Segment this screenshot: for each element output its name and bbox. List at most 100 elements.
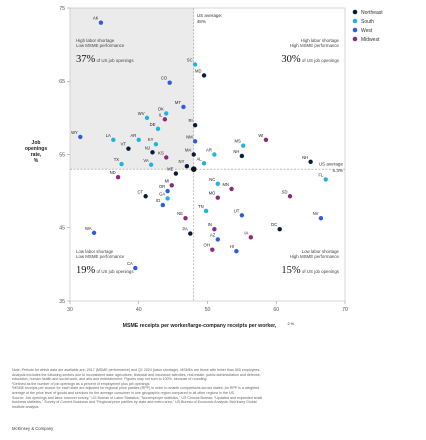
data-point xyxy=(324,177,328,181)
data-point xyxy=(145,116,149,120)
data-point-label: AK xyxy=(93,16,99,21)
data-point xyxy=(319,216,323,220)
quadrant-share-pct: 37% xyxy=(76,54,96,65)
legend-marker-south xyxy=(353,19,358,24)
data-point xyxy=(240,213,244,217)
data-point-label: CO xyxy=(161,76,168,81)
x-axis-label-sup: 2 % xyxy=(288,322,295,326)
data-point-label: SC xyxy=(187,57,193,62)
data-point-label: WI xyxy=(258,133,263,138)
data-point-label: NC xyxy=(209,177,215,182)
data-point-label: HI xyxy=(230,244,234,249)
data-point-label: WY xyxy=(71,130,78,135)
data-point xyxy=(204,209,208,213)
data-point xyxy=(288,194,292,198)
brand-label: McKinsey & Company xyxy=(12,426,53,431)
data-point xyxy=(212,152,216,156)
data-point-label: CA xyxy=(127,261,133,266)
data-point xyxy=(78,135,82,139)
data-point-label: GA xyxy=(159,191,165,196)
y-tick-label: 75 xyxy=(59,6,65,12)
data-point-label: TN xyxy=(198,204,204,209)
data-point-label: PA xyxy=(183,227,188,232)
data-point xyxy=(164,111,168,115)
data-point-label: KS xyxy=(158,150,164,155)
data-point-label: FL xyxy=(318,172,324,177)
data-point-label: LA xyxy=(106,133,111,138)
data-point xyxy=(183,216,187,220)
data-point-label: IA xyxy=(244,230,248,235)
data-point xyxy=(99,20,103,24)
data-point-label: SD xyxy=(282,189,288,194)
us-average-x-label: 48% xyxy=(197,19,206,24)
data-point-label: WA xyxy=(85,226,92,231)
data-point xyxy=(191,166,197,172)
data-point-label: OK xyxy=(158,106,164,111)
data-point xyxy=(165,196,169,200)
x-axis-label: MSME receipts per worker/large-company r… xyxy=(123,323,277,329)
data-point-label: OR xyxy=(159,184,165,189)
data-point-label: MO xyxy=(209,191,216,196)
data-point xyxy=(174,171,178,175)
data-point xyxy=(185,164,189,168)
legend-label-west: West xyxy=(361,28,373,34)
data-point xyxy=(163,117,167,121)
legend-label-northeast: Northeast xyxy=(361,10,383,16)
data-point xyxy=(181,105,185,109)
data-point xyxy=(277,227,281,231)
data-point-label: DE xyxy=(150,122,156,127)
quadrant-label: Low MSME performance xyxy=(76,254,125,259)
quadrant-label: High MSME performance xyxy=(290,254,340,259)
data-point-label: ME xyxy=(167,167,173,172)
data-point-label: NM xyxy=(186,134,193,139)
data-point xyxy=(240,154,244,158)
y-tick-label: 55 xyxy=(59,152,65,158)
x-tick-label: 40 xyxy=(136,307,142,313)
data-point xyxy=(143,194,147,198)
data-point xyxy=(92,231,96,235)
data-point xyxy=(133,266,137,270)
data-point-label: MS xyxy=(234,139,240,144)
us-average-y-label: US average xyxy=(319,162,344,167)
quadrant-share: 30% of US job openings xyxy=(281,54,339,65)
data-point xyxy=(116,175,120,179)
data-point-label: NH xyxy=(302,155,308,160)
data-point xyxy=(149,163,153,167)
legend-marker-midwest xyxy=(353,37,358,42)
data-point-label: MA xyxy=(185,148,191,153)
data-point-label: NV xyxy=(313,211,319,216)
data-point-label: AZ xyxy=(210,232,216,237)
y-axis-label: % xyxy=(34,158,39,164)
data-point-label: AR xyxy=(130,133,136,138)
data-point-label: WV xyxy=(138,111,145,116)
x-tick-label: 70 xyxy=(342,307,348,313)
quadrant-share-suffix: of US job openings xyxy=(301,58,340,63)
y-tick-label: 35 xyxy=(59,299,65,305)
quadrant-share: 15% of US job openings xyxy=(281,265,339,276)
data-point-label: NE xyxy=(177,211,183,216)
data-point-label: MN xyxy=(223,182,230,187)
legend-marker-northeast xyxy=(353,10,358,15)
data-point xyxy=(234,249,238,253)
data-point xyxy=(229,187,233,191)
data-point-label: OH xyxy=(204,243,210,248)
quadrant-label: High MSME performance xyxy=(290,43,340,48)
data-point xyxy=(188,231,192,235)
data-point-label: TX xyxy=(114,157,120,162)
data-point-label: MD xyxy=(195,68,202,73)
quadrant-share: 19% of US job openings xyxy=(76,265,134,276)
data-point xyxy=(126,146,130,150)
data-point xyxy=(137,138,141,142)
y-tick-label: 65 xyxy=(59,79,65,85)
data-point xyxy=(249,235,253,239)
data-point-label: DC xyxy=(271,222,277,227)
us-average-x-label: US average: xyxy=(197,13,223,18)
legend-label-midwest: Midwest xyxy=(361,37,380,43)
data-point xyxy=(150,150,154,154)
data-point-label: ND xyxy=(110,170,116,175)
data-point xyxy=(241,144,245,148)
footnotes: Note: Periods for which data are availab… xyxy=(12,368,416,409)
data-point-label: RI xyxy=(188,118,192,123)
data-point-label: NJ xyxy=(145,145,150,150)
data-point xyxy=(216,196,220,200)
